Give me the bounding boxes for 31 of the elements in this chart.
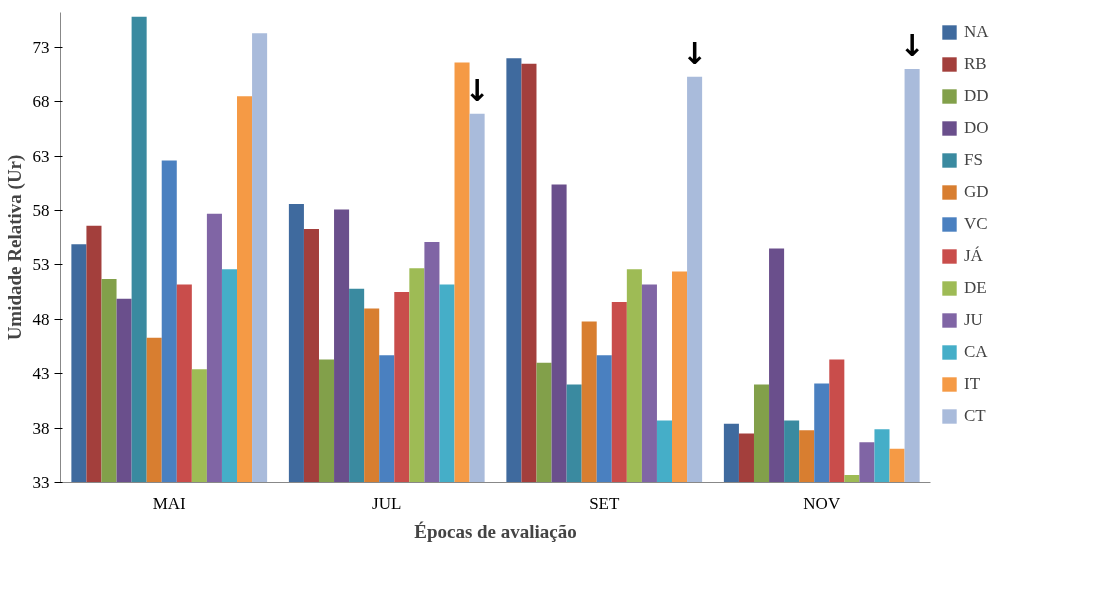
legend-label: JU xyxy=(964,310,984,330)
annotation: ↓ xyxy=(682,35,708,71)
y-tick-label: 43 xyxy=(32,364,50,384)
y-tick-label: 53 xyxy=(32,255,50,275)
x-axis-title: Épocas de avaliação xyxy=(414,520,577,542)
x-tick-label: MAI xyxy=(152,493,187,513)
x-tick-label: SET xyxy=(589,493,620,513)
y-tick-label: 38 xyxy=(32,418,50,438)
legend-label: VC xyxy=(964,214,989,234)
legend-label: RB xyxy=(964,54,988,74)
y-tick-label: 33 xyxy=(32,473,50,492)
annotation: ↓ xyxy=(899,28,925,64)
y-tick-label: 68 xyxy=(32,92,50,112)
legend-label: CT xyxy=(964,406,987,426)
y-tick-label: 48 xyxy=(32,309,50,329)
legend-label: CA xyxy=(964,342,989,362)
legend-label: DE xyxy=(964,278,988,298)
legend-label: GD xyxy=(964,182,990,202)
legend-label: DO xyxy=(964,118,990,138)
y-tick-label: 73 xyxy=(32,37,50,57)
y-tick-label: 63 xyxy=(32,146,50,166)
legend-label: DD xyxy=(964,86,990,106)
y-axis-title: Umidade Relativa (Ur) xyxy=(3,154,26,341)
x-tick-label: NOV xyxy=(803,493,841,513)
legend-label: FS xyxy=(964,150,984,170)
legend-label: IT xyxy=(964,374,982,394)
y-tick-label: 58 xyxy=(32,201,50,221)
annotation: ↓ xyxy=(464,72,490,108)
legend-label: NA xyxy=(964,22,990,42)
legend-label: JÁ xyxy=(964,246,984,266)
x-tick-label: JUL xyxy=(372,493,402,513)
